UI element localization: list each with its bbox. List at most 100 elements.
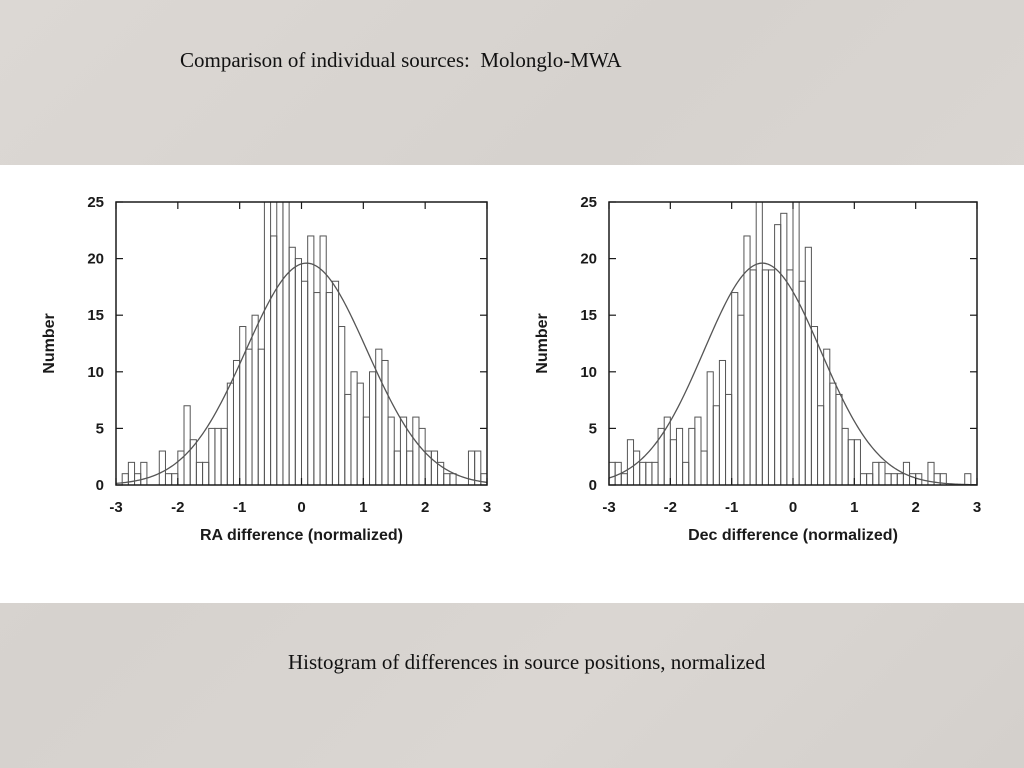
histogram-bar xyxy=(620,473,628,485)
histogram-bar xyxy=(263,202,272,485)
histogram-bar xyxy=(829,382,837,485)
histogram-bar xyxy=(356,382,364,485)
y-tick-label: 5 xyxy=(589,420,597,437)
histogram-bar xyxy=(226,382,234,485)
histogram-bar xyxy=(866,473,874,485)
histogram-bar xyxy=(749,269,757,485)
histogram-bar xyxy=(626,439,635,485)
histogram-bar xyxy=(798,280,806,485)
histogram-bar xyxy=(872,461,880,485)
histogram-bar xyxy=(288,246,296,485)
histogram-bar xyxy=(251,314,259,485)
figure-panel: -3 -2 -1 0 1 2 3 0 5 10 15 20 25 RA difference (norma… xyxy=(0,165,1024,603)
histogram-bar xyxy=(331,280,340,485)
histogram-bar xyxy=(325,292,333,485)
histogram-bar xyxy=(725,393,733,485)
histogram-bar xyxy=(737,314,745,485)
histogram-bar xyxy=(177,450,185,485)
slide-caption: Histogram of differences in source posit… xyxy=(288,650,766,674)
histogram-bar xyxy=(688,427,696,485)
histogram-bar xyxy=(786,269,794,485)
x-tick-label: 2 xyxy=(421,499,429,516)
histogram-bar xyxy=(669,439,677,485)
histogram-bar xyxy=(344,393,352,485)
histogram-bar xyxy=(387,416,395,485)
histogram-bar xyxy=(835,393,843,485)
histogram-bar xyxy=(362,416,371,485)
histogram-bar xyxy=(609,461,616,485)
y-axis-label: Number xyxy=(534,313,551,373)
x-tick-label: 3 xyxy=(483,499,491,516)
histogram-bar xyxy=(804,246,812,485)
x-axis-label: Dec difference (normalized) xyxy=(688,527,898,544)
x-tick-label: 1 xyxy=(359,499,367,516)
x-tick-label: -1 xyxy=(233,499,246,516)
histogram-bar xyxy=(208,427,216,485)
histogram-bar xyxy=(313,292,321,485)
histogram-bar xyxy=(761,269,769,485)
histogram-bar xyxy=(792,202,800,485)
x-tick-label: 3 xyxy=(973,499,981,516)
histogram-bar xyxy=(239,326,247,485)
histogram-bar xyxy=(375,348,383,485)
histogram-bar xyxy=(430,450,439,485)
histogram-bar xyxy=(195,461,204,485)
x-axis-label: RA difference (normalized) xyxy=(200,527,403,544)
x-tick-label: 0 xyxy=(789,499,797,516)
x-tick-label: -1 xyxy=(725,499,738,516)
histogram-bar xyxy=(859,473,868,485)
histogram-bar xyxy=(682,461,690,485)
y-tick-label: 10 xyxy=(87,364,104,381)
histogram-bar xyxy=(140,461,148,485)
histogram-bar xyxy=(232,359,241,485)
x-tick-label: -3 xyxy=(109,499,122,516)
x-tick-label: -2 xyxy=(664,499,677,516)
histogram-bar xyxy=(369,371,377,485)
histogram-bar xyxy=(270,235,278,485)
x-tick-label: -2 xyxy=(171,499,184,516)
histogram-bar xyxy=(350,371,358,485)
x-tick-label: -3 xyxy=(602,499,615,516)
histogram-bar xyxy=(896,473,904,485)
ra-histogram-plot: -3 -2 -1 0 1 2 3 0 5 10 15 20 25 RA difference (norma… xyxy=(41,194,491,544)
bars xyxy=(121,202,487,485)
histogram-bar xyxy=(276,202,284,485)
histogram-bar xyxy=(909,473,917,485)
histogram-bar xyxy=(282,202,290,485)
dec-histogram-plot: -3 -2 -1 0 1 2 3 0 5 10 15 20 25 Dec difference (norm… xyxy=(534,194,981,544)
histogram-bar xyxy=(718,359,727,485)
y-tick-label: 5 xyxy=(96,420,104,437)
histogram-bar xyxy=(817,405,825,485)
histogram-bar xyxy=(443,473,451,485)
histogram-bar xyxy=(171,473,179,485)
histogram-bar xyxy=(245,348,253,485)
histogram-bar xyxy=(412,416,420,485)
histogram-bar xyxy=(755,202,763,485)
histogram-bar xyxy=(158,450,166,485)
histogram-bar xyxy=(164,473,173,485)
y-tick-label: 20 xyxy=(87,251,104,268)
histogram-bar xyxy=(393,450,401,485)
histogram-bar xyxy=(847,439,855,485)
histogram-bar xyxy=(780,212,788,485)
histogram-bar xyxy=(645,461,653,485)
x-tick-label: 2 xyxy=(911,499,919,516)
y-tick-label: 15 xyxy=(87,307,104,324)
gaussian-fit-curve xyxy=(115,262,488,485)
y-tick-label: 25 xyxy=(580,194,597,211)
y-tick-label: 0 xyxy=(589,477,597,494)
y-axis-label: Number xyxy=(41,313,58,373)
histogram-bar xyxy=(381,359,389,485)
histogram-bar xyxy=(810,326,819,485)
histogram-bar xyxy=(307,235,315,485)
histogram-bar xyxy=(338,326,346,485)
histogram-bar xyxy=(731,292,739,485)
x-tick-label: 0 xyxy=(297,499,305,516)
histogram-bar xyxy=(202,461,210,485)
histogram-bar xyxy=(294,258,303,485)
y-tick-label: 0 xyxy=(96,477,104,494)
histogram-bar xyxy=(651,461,659,485)
histogram-bar xyxy=(700,450,708,485)
y-tick-label: 10 xyxy=(580,364,597,381)
